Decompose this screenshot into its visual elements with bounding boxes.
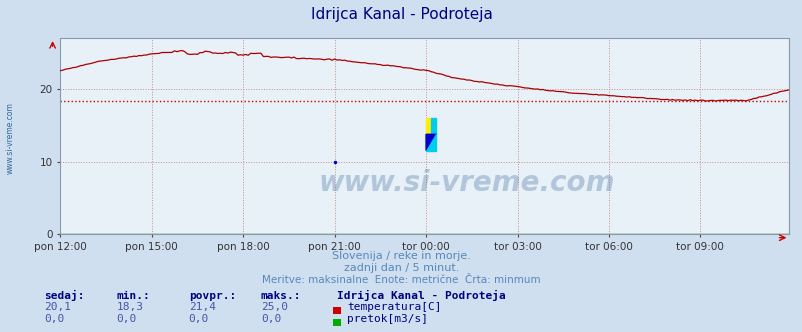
Polygon shape bbox=[426, 118, 431, 134]
Text: povpr.:: povpr.: bbox=[188, 291, 236, 301]
Text: maks.:: maks.: bbox=[261, 291, 301, 301]
Text: zadnji dan / 5 minut.: zadnji dan / 5 minut. bbox=[343, 263, 459, 273]
Text: temperatura[C]: temperatura[C] bbox=[346, 302, 441, 312]
Polygon shape bbox=[426, 134, 435, 151]
Text: sedaj:: sedaj: bbox=[44, 290, 84, 301]
Text: 21,4: 21,4 bbox=[188, 302, 216, 312]
Text: 0,0: 0,0 bbox=[261, 314, 281, 324]
Text: Idrijca Kanal - Podroteja: Idrijca Kanal - Podroteja bbox=[337, 290, 505, 301]
Text: 25,0: 25,0 bbox=[261, 302, 288, 312]
Text: 20,1: 20,1 bbox=[44, 302, 71, 312]
Text: www.si-vreme.com: www.si-vreme.com bbox=[6, 102, 15, 174]
Text: www.si-vreme.com: www.si-vreme.com bbox=[318, 169, 614, 197]
Polygon shape bbox=[426, 134, 435, 151]
Text: 0,0: 0,0 bbox=[116, 314, 136, 324]
Text: 0,0: 0,0 bbox=[188, 314, 209, 324]
Text: min.:: min.: bbox=[116, 291, 150, 301]
Text: Slovenija / reke in morje.: Slovenija / reke in morje. bbox=[332, 251, 470, 261]
Text: 0,0: 0,0 bbox=[44, 314, 64, 324]
Text: Idrijca Kanal - Podroteja: Idrijca Kanal - Podroteja bbox=[310, 7, 492, 23]
Text: pretok[m3/s]: pretok[m3/s] bbox=[346, 314, 427, 324]
Text: Meritve: maksinalne  Enote: metrične  Črta: minmum: Meritve: maksinalne Enote: metrične Črta… bbox=[262, 275, 540, 285]
Text: 18,3: 18,3 bbox=[116, 302, 144, 312]
Polygon shape bbox=[431, 118, 435, 134]
